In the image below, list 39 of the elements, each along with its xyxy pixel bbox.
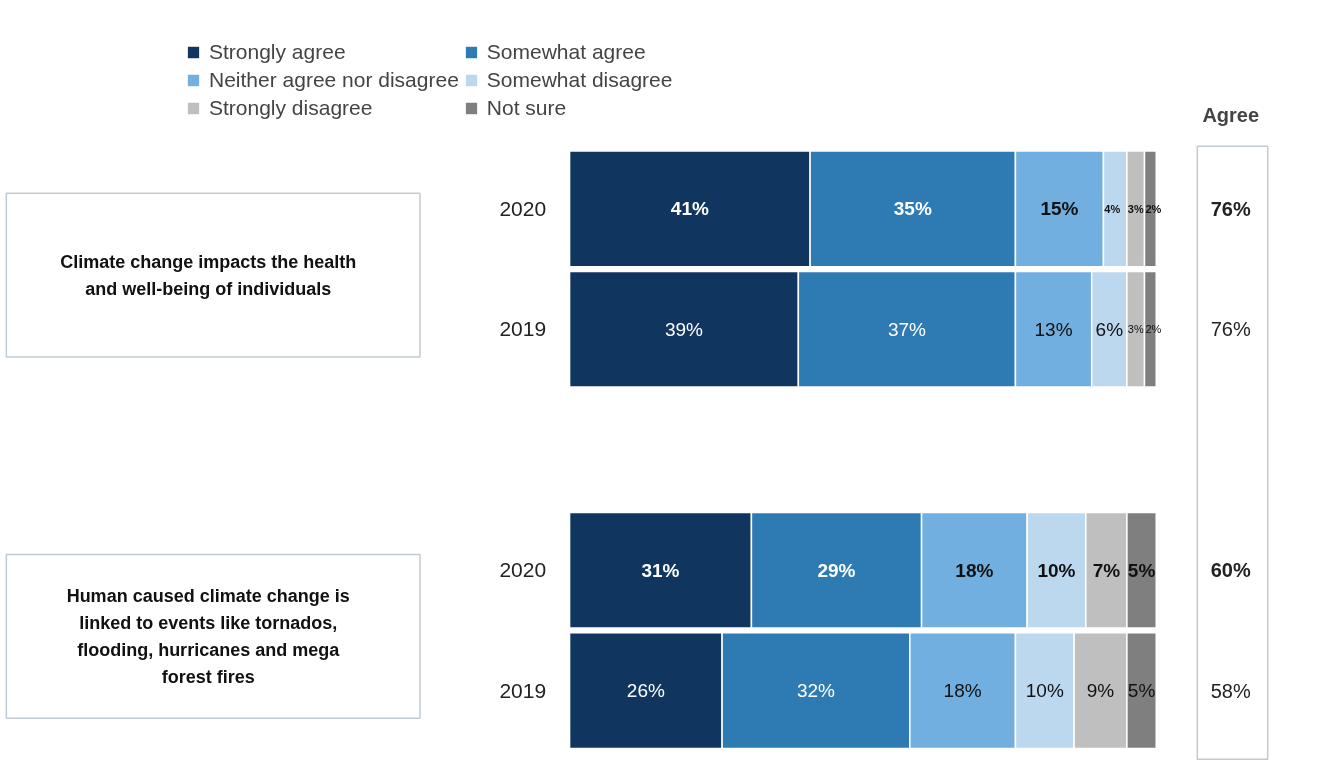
data-label: 13% — [1034, 318, 1073, 340]
data-label: 9% — [1086, 680, 1115, 702]
legend-label: Strongly agree — [209, 40, 346, 64]
y-tick-label: 2019 — [499, 678, 547, 702]
text: Agree — [1202, 103, 1260, 126]
y-tick-label: 2019 — [499, 317, 547, 341]
data-label: 5% — [1127, 680, 1156, 702]
data-label: 15% — [1040, 198, 1079, 220]
data-label: 29% — [817, 559, 856, 581]
data-label: 39% — [664, 318, 704, 340]
text: 76% — [1210, 197, 1251, 220]
text: Human caused climate change is linked to events like tornados, flooding, hurricanes and mega forest fires — [66, 585, 350, 687]
data-label: 26% — [626, 680, 665, 702]
legend-label: Somewhat disagree — [486, 68, 673, 92]
text: Climate change impacts the health and well-being of individuals — [60, 251, 357, 299]
text: 60% — [1210, 559, 1251, 582]
data-label: 10% — [1037, 559, 1076, 581]
data-label: 3% — [1127, 202, 1144, 215]
data-label: 3% — [1127, 323, 1144, 336]
data-label: 4% — [1104, 202, 1121, 215]
legend-label: Neither agree nor disagree — [209, 68, 459, 92]
data-label: 18% — [955, 559, 994, 581]
text: 76% — [1210, 318, 1251, 341]
data-label: 35% — [893, 198, 932, 220]
data-label: 6% — [1095, 318, 1124, 340]
legend-label: Somewhat agree — [486, 40, 646, 64]
data-label: 7% — [1092, 559, 1121, 581]
y-tick-label: 2020 — [499, 196, 547, 220]
legend-label: Strongly disagree — [209, 96, 373, 120]
text: 58% — [1210, 679, 1251, 702]
data-label: 10% — [1025, 680, 1064, 702]
data-label: 41% — [670, 198, 709, 220]
data-label: 31% — [641, 559, 680, 581]
data-label: 37% — [887, 318, 927, 340]
data-label: 18% — [943, 680, 982, 702]
legend-label: Not sure — [486, 96, 567, 120]
data-label: 32% — [796, 680, 836, 702]
y-tick-label: 2020 — [499, 558, 547, 582]
data-label: 5% — [1127, 559, 1156, 581]
